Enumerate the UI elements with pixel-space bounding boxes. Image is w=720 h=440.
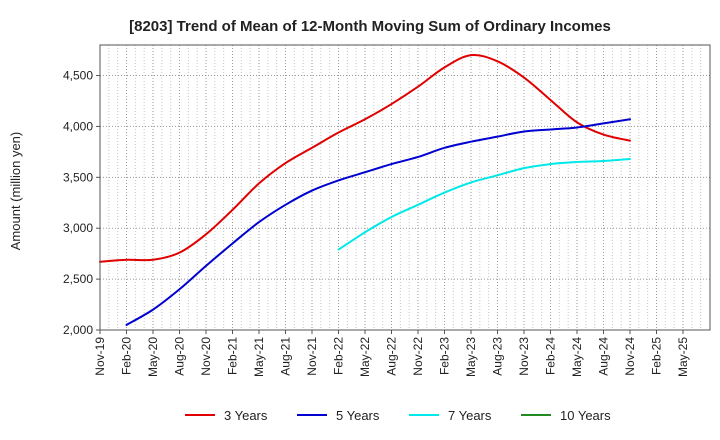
y-tick-label: 3,500 bbox=[63, 170, 93, 184]
x-tick-label: Feb-21 bbox=[226, 337, 240, 375]
y-axis-label: Amount (million yen) bbox=[8, 132, 23, 251]
x-tick-label: May-24 bbox=[570, 337, 584, 377]
x-tick-label: Nov-24 bbox=[623, 337, 637, 376]
x-tick-label: Nov-23 bbox=[517, 337, 531, 376]
x-tick-label: Aug-21 bbox=[279, 337, 293, 376]
plot-frame bbox=[99, 44, 711, 331]
x-tick-label: Nov-22 bbox=[411, 337, 425, 376]
x-tick-label: Aug-24 bbox=[597, 337, 611, 376]
chart-title: [8203] Trend of Mean of 12-Month Moving … bbox=[129, 18, 611, 35]
plot-area bbox=[100, 45, 710, 330]
series-line-3-years bbox=[99, 53, 631, 263]
y-ticks: 2,000 2,500 3,000 3,500 4,000 4,500 bbox=[63, 69, 100, 337]
x-tick-label: May-22 bbox=[358, 337, 372, 377]
x-tick-label: May-25 bbox=[676, 337, 690, 377]
legend-label: 7 Years bbox=[448, 408, 492, 423]
y-tick-label: 4,500 bbox=[63, 69, 93, 83]
x-tick-label: Aug-20 bbox=[173, 337, 187, 376]
x-ticks: Nov-19 Feb-20 May-20 Aug-20 Nov-20 Feb-21 May-… bbox=[93, 330, 690, 377]
legend-label: 10 Years bbox=[560, 408, 611, 423]
legend: 3 Years 5 Years 7 Years 10 Years bbox=[185, 408, 611, 423]
x-tick-label: Feb-25 bbox=[650, 337, 664, 375]
x-tick-label: Feb-22 bbox=[332, 337, 346, 375]
x-tick-label: Feb-23 bbox=[438, 337, 452, 375]
x-tick-label: May-23 bbox=[464, 337, 478, 377]
x-tick-label: Aug-23 bbox=[491, 337, 505, 376]
x-tick-label: Feb-20 bbox=[120, 337, 134, 375]
legend-label: 5 Years bbox=[336, 408, 380, 423]
y-tick-label: 2,500 bbox=[63, 272, 93, 286]
x-tick-label: Feb-24 bbox=[544, 337, 558, 375]
y-tick-label: 4,000 bbox=[63, 119, 93, 133]
y-tick-label: 2,000 bbox=[63, 323, 93, 337]
series-line-7-years bbox=[337, 158, 631, 251]
x-tick-label: May-20 bbox=[146, 337, 160, 377]
x-tick-label: Nov-19 bbox=[93, 337, 107, 376]
series-layer bbox=[99, 53, 631, 326]
x-tick-label: May-21 bbox=[252, 337, 266, 377]
series-line-5-years bbox=[125, 118, 631, 326]
legend-label: 3 Years bbox=[224, 408, 268, 423]
x-tick-label: Aug-22 bbox=[385, 337, 399, 376]
x-tick-label: Nov-21 bbox=[305, 337, 319, 376]
grid-layer bbox=[100, 45, 710, 330]
x-tick-label: Nov-20 bbox=[199, 337, 213, 376]
y-tick-label: 3,000 bbox=[63, 221, 93, 235]
